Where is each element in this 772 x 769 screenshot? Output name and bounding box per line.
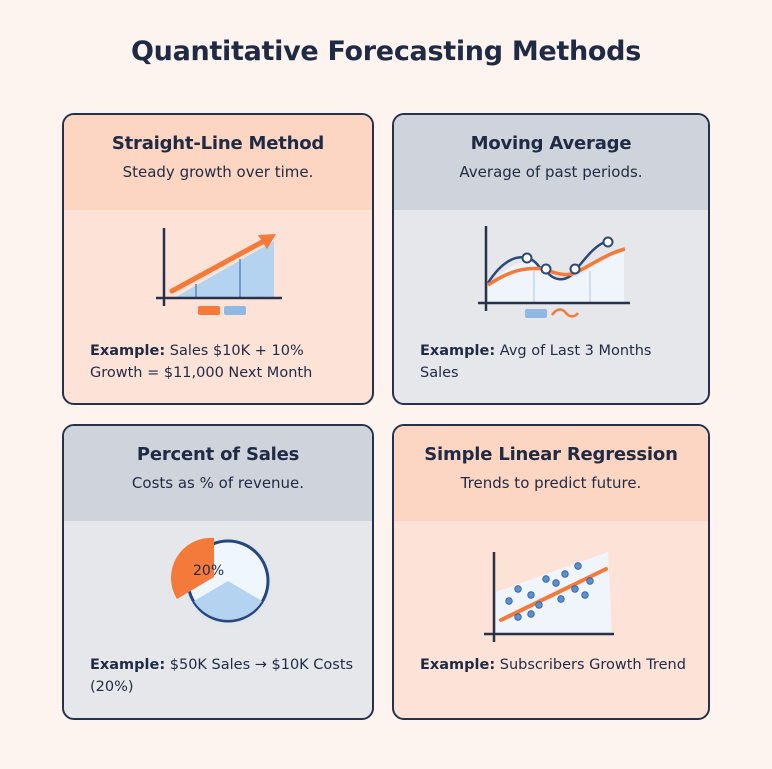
card-subtitle: Trends to predict future. (460, 474, 642, 492)
smoothed-line-chart-icon (478, 226, 630, 318)
card-title: Straight-Line Method (111, 133, 325, 154)
card-straight-line-method: Straight-Line Method Steady growth over … (62, 113, 374, 405)
pie-chart-icon: 20% (170, 537, 272, 626)
card-percent-of-sales: Percent of Sales Costs as % of revenue. … (62, 424, 374, 720)
card-title: Simple Linear Regression (424, 444, 678, 465)
example-text: Sales $10K + 10% Growth = $11,000 Next M… (90, 343, 313, 381)
example-label: Example: (420, 343, 496, 359)
example-label: Example: (90, 343, 166, 359)
example-label: Example: (420, 657, 496, 673)
card-moving-average: Moving Average Average of past periods. … (392, 113, 710, 405)
pie-label: 20% (193, 563, 224, 579)
card-subtitle: Costs as % of revenue. (131, 474, 305, 492)
card-header: Straight-Line Method Steady growth over … (64, 115, 372, 210)
card-example: Example: $50K Sales → $10K Costs (20%) (90, 654, 358, 698)
card-title: Moving Average (470, 133, 632, 154)
example-text: Avg of Last 3 Months Sales (420, 343, 652, 381)
example-text: $50K Sales → $10K Costs (20%) (90, 657, 354, 695)
card-header: Simple Linear Regression Trends to predi… (394, 426, 708, 521)
card-example: Example: Avg of Last 3 Months Sales (420, 340, 694, 384)
card-example: Example: Sales $10K + 10% Growth = $11,0… (90, 340, 358, 384)
example-label: Example: (90, 657, 166, 673)
card-header: Percent of Sales Costs as % of revenue. (64, 426, 372, 521)
page-title: Quantitative Forecasting Methods (131, 36, 641, 67)
card-subtitle: Average of past periods. (459, 163, 643, 181)
card-simple-linear-regression: Simple Linear Regression Trends to predi… (392, 424, 710, 720)
example-text: Subscribers Growth Trend (499, 657, 686, 673)
card-subtitle: Steady growth over time. (122, 163, 314, 181)
card-header: Moving Average Average of past periods. (394, 115, 708, 210)
card-example: Example: Subscribers Growth Trend (420, 654, 694, 676)
scatter-points (505, 562, 594, 621)
scatter-with-trend-line-icon (484, 552, 614, 642)
rising-bar-chart-with-arrow-icon (156, 228, 282, 315)
card-title: Percent of Sales (136, 444, 300, 465)
